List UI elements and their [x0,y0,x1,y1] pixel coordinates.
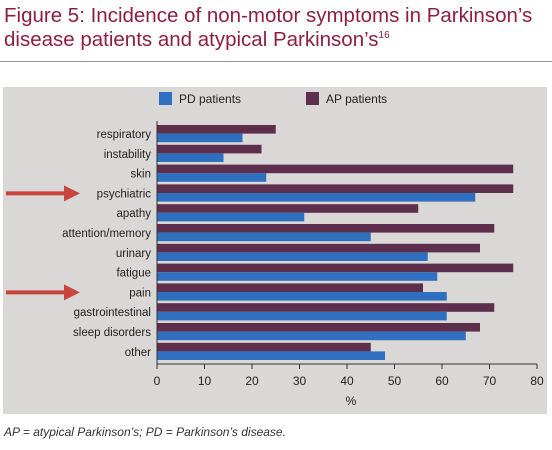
x-axis-title: % [346,394,357,408]
category-label-pain: pain [129,287,151,299]
category-label-fatigue: fatigue [116,268,151,280]
highlight-arrow-head-pain [64,284,80,301]
x-tick-label-10: 10 [198,374,212,388]
bar-pd-other [157,351,385,360]
bar-ap-sleep-disorders [157,323,480,332]
bar-pd-sleep-disorders [157,331,466,341]
x-tick-label-70: 70 [483,374,497,388]
bar-pd-psychiatric [157,193,476,202]
bar-ap-other [157,342,371,352]
category-label-other: other [125,347,151,359]
category-label-psychiatric: psychiatric [97,188,152,200]
bar-pd-gastrointestinal [157,311,447,321]
figure-footnote: AP = atypical Parkinson’s; PD = Parkinso… [4,425,286,439]
bar-ap-instability [157,144,262,154]
category-label-instability: instability [104,149,152,161]
bar-ap-attention-memory [157,224,495,233]
x-tick-label-60: 60 [435,374,449,388]
bar-pd-apathy [157,212,305,222]
legend-label-ap-patients: AP patients [326,92,387,106]
category-label-apathy: apathy [116,208,151,220]
bar-ap-apathy [157,204,419,213]
bar-pd-urinary [157,252,428,261]
x-tick-label-50: 50 [388,374,402,388]
bar-pd-pain [157,292,447,301]
x-tick-label-20: 20 [245,374,259,388]
x-tick-label-40: 40 [340,374,354,388]
x-tick-label-0: 0 [154,374,161,388]
category-label-respiratory: respiratory [97,129,152,141]
figure-title: Figure 5: Incidence of non-motor symptom… [4,4,549,52]
bar-ap-psychiatric [157,184,514,193]
bar-ap-skin [157,164,514,174]
category-label-gastrointestinal: gastrointestinal [74,307,151,319]
bar-ap-respiratory [157,125,276,134]
figure-title-text: Figure 5: Incidence of non-motor symptom… [4,4,533,51]
bar-pd-respiratory [157,133,243,143]
legend-label-pd-patients: PD patients [179,92,241,106]
bar-ap-urinary [157,243,480,253]
bar-ap-pain [157,283,423,292]
bar-pd-skin [157,173,267,182]
bar-pd-instability [157,153,224,162]
legend-swatch-ap-patients [306,92,319,105]
category-label-skin: skin [131,169,151,181]
x-tick-label-80: 80 [530,374,544,388]
x-tick-label-30: 30 [293,374,307,388]
legend-swatch-pd-patients [159,92,172,105]
title-divider [0,61,552,62]
category-label-urinary: urinary [116,248,151,260]
highlight-arrow-head-psychiatric [64,185,80,202]
category-label-attention-memory: attention/memory [62,228,151,240]
bar-pd-attention-memory [157,232,371,242]
bar-ap-gastrointestinal [157,303,495,312]
figure-title-reference: 16 [378,30,390,42]
category-label-sleep-disorders: sleep disorders [73,327,151,339]
bar-pd-fatigue [157,272,438,281]
bar-ap-fatigue [157,263,514,273]
